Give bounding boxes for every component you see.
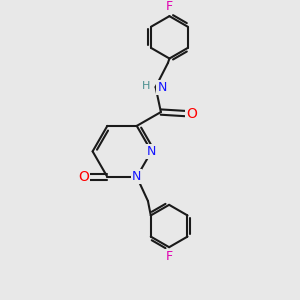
Text: F: F [166,0,173,13]
Text: F: F [166,250,173,263]
Text: H: H [142,81,150,91]
Text: N: N [158,81,167,94]
Text: N: N [132,170,141,183]
Text: O: O [186,106,197,121]
Text: O: O [78,170,88,184]
Text: N: N [147,145,156,158]
